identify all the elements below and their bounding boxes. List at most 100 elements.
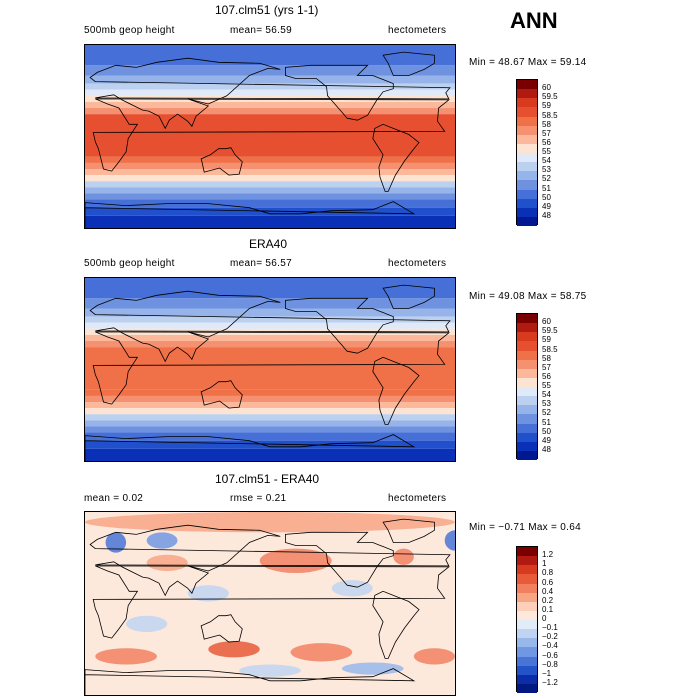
panel2-minmax-label: Min = 49.08 Max = 58.75 (469, 291, 587, 302)
map-anomaly (341, 662, 404, 675)
panel3-units-label: hectometers (388, 493, 447, 504)
colorbar-label: 58.5 (542, 344, 558, 354)
colorbar-label: 58 (542, 353, 551, 363)
colorbar-label: 54 (542, 156, 551, 166)
map-band (85, 215, 455, 228)
panel2-map-field (85, 278, 455, 461)
colorbar-swatch (517, 134, 537, 144)
coastline (89, 57, 451, 130)
colorbar-label: −1 (542, 668, 552, 678)
map-band (85, 308, 455, 317)
coastline (284, 531, 394, 588)
colorbar-label: 52 (542, 408, 551, 418)
panel3-map-field (85, 512, 455, 695)
map-anomaly (85, 512, 455, 533)
colorbar-swatch (517, 332, 537, 342)
panel2-title: ERA40 (249, 237, 288, 251)
colorbar-label: 0 (542, 614, 547, 623)
colorbar-label: 59 (542, 101, 551, 111)
colorbar-swatch (517, 450, 537, 460)
colorbar-label: 58.5 (542, 110, 558, 120)
panel1-variable-label: 500mb geop height (84, 25, 175, 36)
colorbar-label: 53 (542, 165, 551, 175)
map-band (85, 108, 455, 115)
colorbar-swatch (517, 314, 537, 324)
colorbar-swatch (517, 207, 537, 217)
colorbar-label: 55 (542, 147, 551, 156)
colorbar-label: 52 (542, 174, 551, 184)
coastline (85, 201, 416, 228)
colorbar-swatch (517, 547, 537, 557)
coastline (372, 123, 420, 192)
coastline (284, 64, 394, 121)
map-anomaly (126, 615, 168, 632)
panel1-map-field (85, 45, 455, 228)
panel1-colorbar (516, 79, 538, 226)
map-band (85, 193, 455, 200)
panel3-map (84, 511, 456, 696)
map-band (85, 448, 455, 461)
map-band (85, 414, 455, 421)
colorbar-swatch (517, 377, 537, 387)
coastline (382, 518, 435, 543)
map-band (85, 420, 455, 427)
panel1-minmax-label: Min = 48.67 Max = 59.14 (469, 57, 587, 68)
colorbar-swatch (517, 171, 537, 181)
map-anomaly (290, 643, 353, 662)
colorbar-swatch (517, 683, 537, 693)
map-band (85, 75, 455, 84)
map-band (85, 114, 455, 157)
colorbar-swatch (517, 610, 537, 620)
colorbar-swatch (517, 556, 537, 566)
colorbar-swatch (517, 592, 537, 602)
colorbar-label: 56 (542, 371, 551, 381)
colorbar-swatch (517, 153, 537, 163)
colorbar-swatch (517, 350, 537, 360)
colorbar-swatch (517, 432, 537, 442)
colorbar-swatch (517, 574, 537, 584)
colorbar-swatch (517, 189, 537, 199)
map-anomaly (393, 548, 414, 565)
map-band (85, 347, 455, 390)
coastline (284, 297, 394, 354)
colorbar-label: −0.4 (542, 641, 558, 651)
panel3-rmse-label: rmse = 0.21 (230, 493, 287, 504)
map-band (85, 395, 455, 403)
colorbar-label: −0.8 (542, 659, 558, 669)
panel1-map (84, 44, 456, 229)
colorbar-label: 0.6 (542, 577, 554, 587)
map-band (85, 389, 455, 396)
colorbar-swatch (517, 656, 537, 666)
colorbar-swatch (517, 441, 537, 451)
colorbar-label: −1.2 (542, 677, 558, 687)
panel3-mean-label: mean = 0.02 (84, 493, 144, 504)
colorbar-swatch (517, 359, 537, 369)
colorbar-swatch (517, 80, 537, 90)
colorbar-label: 54 (542, 390, 551, 400)
season-label: ANN (510, 8, 558, 33)
colorbar-label: −0.6 (542, 650, 558, 660)
map-band (85, 426, 455, 433)
colorbar-swatch (517, 341, 537, 351)
map-band (85, 156, 455, 163)
colorbar-swatch (517, 665, 537, 675)
map-band (85, 207, 455, 216)
colorbar-swatch (517, 107, 537, 117)
map-band (85, 402, 455, 409)
map-band (85, 408, 455, 415)
colorbar-label: 60 (542, 317, 551, 327)
colorbar-swatch (517, 162, 537, 172)
colorbar-swatch (517, 368, 537, 378)
map-band (85, 440, 455, 449)
map-anomaly (331, 580, 373, 597)
colorbar-swatch (517, 98, 537, 108)
map-band (85, 89, 455, 96)
map-band (85, 316, 455, 323)
colorbar-swatch (517, 629, 537, 639)
coastline (92, 565, 450, 639)
colorbar-swatch (517, 180, 537, 190)
map-anomaly (95, 648, 157, 665)
coastline (89, 524, 451, 597)
panel2-map (84, 277, 456, 462)
colorbar-swatch (517, 565, 537, 575)
